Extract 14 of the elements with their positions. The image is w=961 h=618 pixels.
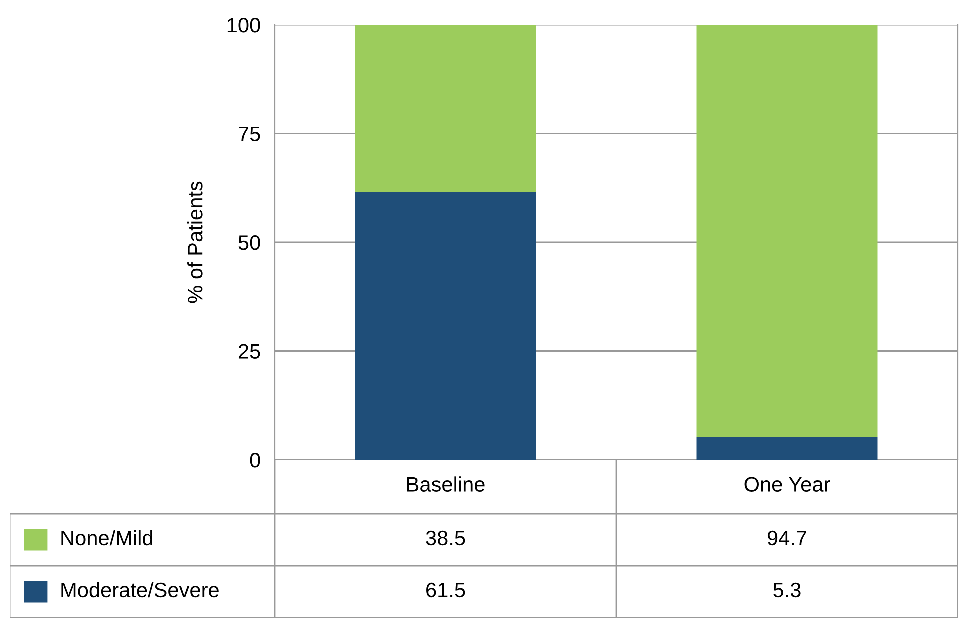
y-tick-label: 100	[228, 18, 260, 33]
data-label: 38.5	[426, 530, 466, 546]
y-axis-title: % of Patients	[187, 182, 203, 304]
data-label: 5.3	[774, 582, 801, 598]
legend-label: None/Mild	[62, 530, 152, 546]
y-tick-label: 75	[239, 126, 260, 142]
legend-label: Moderate/Severe	[62, 582, 219, 598]
x-tick-label: One Year	[744, 477, 830, 492]
y-tick-label: 25	[238, 344, 260, 360]
y-tick-label: 50	[238, 236, 260, 250]
y-tick-label: 0	[250, 453, 260, 468]
x-tick-label: Baseline	[408, 476, 485, 492]
data-label: 61.5	[426, 582, 466, 598]
data-label: 94.7	[768, 530, 806, 546]
